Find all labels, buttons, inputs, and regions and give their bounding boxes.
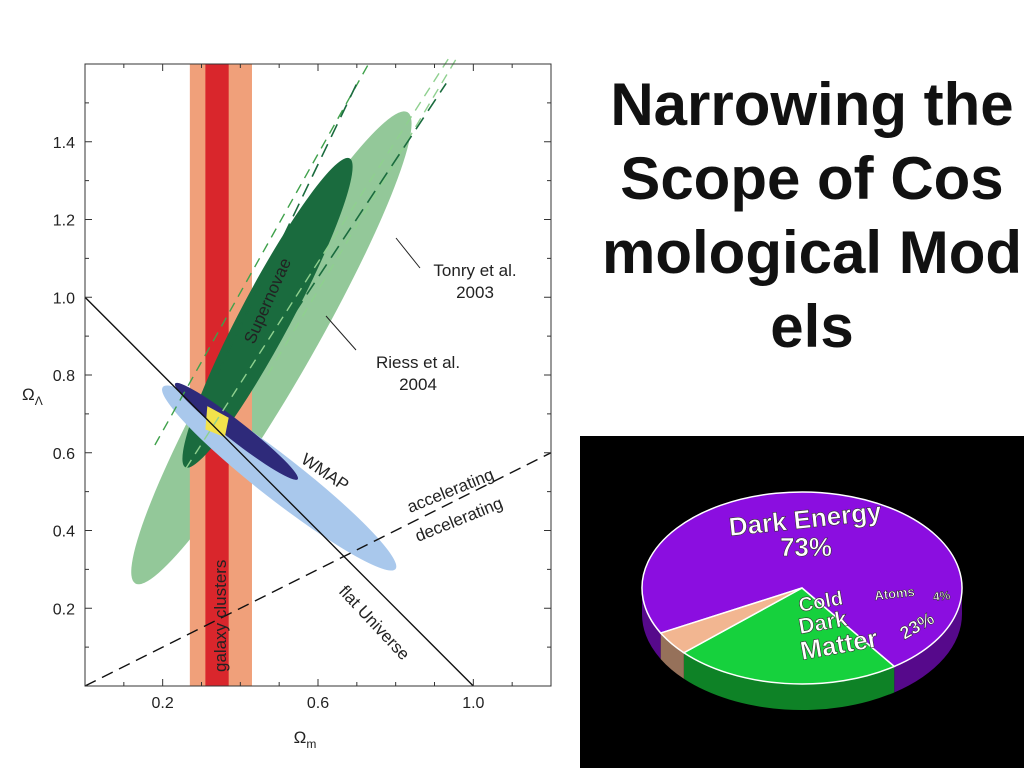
slide-title: Narrowing the Scope of Cosmological Mode… [602,71,1022,360]
tonry-annotation-line: Tonry et al. [433,261,516,280]
y-tick-label: 0.6 [53,446,75,463]
plot-labels: 0.2 0.6 1.0 0.2 0.4 0.6 0.8 1.0 1.2 1.4 Ωm ΩΛ galaxy… [22,135,517,751]
riess-annotation: Riess et al. 2004 [376,353,460,394]
riess-leader-line [325,315,357,351]
wmap-inner-contour [174,382,299,480]
plot-ticks [85,64,551,686]
tonry-contour-left-dashed [154,63,370,446]
galaxy-clusters-label: galaxy clusters [211,560,230,672]
y-axis-label: ΩΛ [22,385,43,408]
cold-dark-matter-label-line-1: Cold [797,588,845,617]
y-tick-label: 1.2 [53,213,75,230]
flat-universe-line [84,296,474,687]
pie-panel: Dark Energy 73% Cold Dark Matter 23% Atoms 4% [580,436,1024,768]
omega-plot: 0.2 0.6 1.0 0.2 0.4 0.6 0.8 1.0 1.2 1.4 Ωm ΩΛ galaxy… [22,55,552,751]
flat-universe-label: flat Universe [335,582,413,664]
pie-slice-atoms [659,587,803,654]
y-tick-label: 0.2 [53,601,75,618]
x-axis-label: Ωm [294,728,317,751]
x-axis-label-subscript: m [306,737,316,751]
tonry-annotation: Tonry et al. 2003 [433,261,516,302]
tonry-contour-inner-dashed [216,83,358,376]
concordance-overlap-region [205,406,229,438]
y-tick-label: 0.8 [53,368,75,385]
pie-slice-side [683,652,895,710]
pie-slice-side [642,588,661,660]
tonry-annotation-line: 2003 [456,283,494,302]
supernovae-inner-contour [182,157,353,468]
riess-contour-outer-dashed [266,55,459,376]
pie-slice-cold-dark-matter [682,587,896,685]
tonry-contour-outer-dashed [294,82,447,314]
riess-annotation-line: Riess et al. [376,353,460,372]
y-tick-label: 1.4 [53,135,75,152]
dark-energy-value: 73% [780,532,832,562]
riess-contour-right-dashed [185,55,451,469]
x-tick-label: 0.2 [152,695,174,712]
tonry-leader-line [395,237,421,269]
plot-frame [84,63,552,687]
y-axis-label-subscript: Λ [35,394,43,408]
plot-regions [131,64,412,686]
riess-annotation-line: 2004 [399,375,437,394]
pie-slice-side [894,588,962,693]
x-tick-label: 1.0 [462,695,484,712]
y-tick-label: 0.4 [53,524,75,541]
plot-lines [84,55,552,687]
pie-slice-dark-energy [641,491,963,668]
x-tick-label: 0.6 [307,695,329,712]
atoms-label: Atoms [874,584,916,603]
y-tick-label: 1.0 [53,290,75,307]
pie-slice-side [660,633,684,679]
atoms-value: 4% [932,588,951,604]
acceleration-boundary-line [84,452,552,687]
